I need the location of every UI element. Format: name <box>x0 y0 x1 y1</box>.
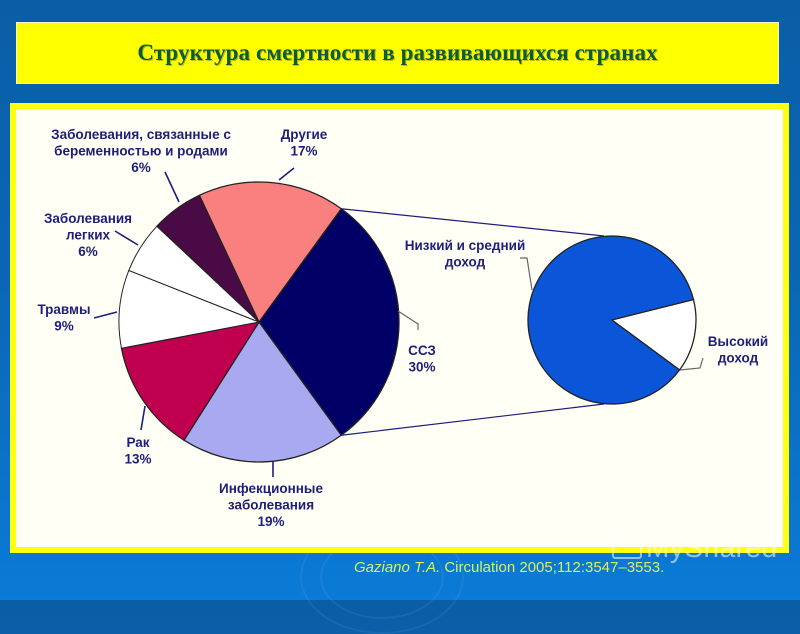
leader-line <box>520 257 533 291</box>
chart-panel: ССЗ 30% Инфекционные заболевания 19% Рак 13% Тр… <box>10 103 789 553</box>
leader-line <box>164 171 180 203</box>
pie-slice <box>258 207 400 437</box>
slide-title: Структура смертности в развивающихся стр… <box>137 40 658 65</box>
label-other: Другие 17% <box>281 127 328 159</box>
pie-slice <box>120 321 261 442</box>
pie-slice <box>198 181 343 324</box>
label-infectious: Инфекционные заболевания 19% <box>219 481 323 529</box>
label-injuries: Травмы 9% <box>37 302 90 334</box>
pie-slice <box>118 269 261 349</box>
citation: Gaziano T.A. Circulation 2005;112:3547–3… <box>354 559 664 576</box>
pie-slice-low-middle-income <box>527 235 695 405</box>
label-low-middle-income: Низкий и средний доход <box>405 238 526 270</box>
label-cancer: Рак 13% <box>124 435 151 467</box>
title-banner: Структура смертности в развивающихся стр… <box>16 22 779 84</box>
presentation-icon <box>612 533 642 559</box>
label-cvd: ССЗ 30% <box>408 343 436 375</box>
chart-area: ССЗ 30% Инфекционные заболевания 19% Рак 13% Тр… <box>16 109 783 547</box>
leader-line <box>93 311 118 319</box>
label-maternal: Заболевания, связанные с беременностью и … <box>51 127 231 175</box>
pie-chart: ССЗ 30% Инфекционные заболевания 19% Рак 13% Тр… <box>37 127 768 529</box>
label-lung-disease: Заболевания легких 6% <box>44 211 132 259</box>
label-high-income: Высокий доход <box>708 334 768 366</box>
connector-line <box>341 208 605 237</box>
connector-line <box>341 403 605 436</box>
citation-author: Gaziano T.A. <box>354 559 441 576</box>
pie-slice-high-income <box>610 298 697 371</box>
leader-line <box>679 357 704 371</box>
pie-slice <box>183 320 343 463</box>
watermark: MyShared <box>612 532 778 564</box>
watermark-text: MyShared <box>646 532 778 563</box>
citation-source: Circulation 2005;112:3547–3553. <box>440 559 665 576</box>
leader-line <box>114 230 139 246</box>
leader-line <box>140 405 146 431</box>
leader-line <box>397 310 419 330</box>
leader-line <box>278 167 295 181</box>
